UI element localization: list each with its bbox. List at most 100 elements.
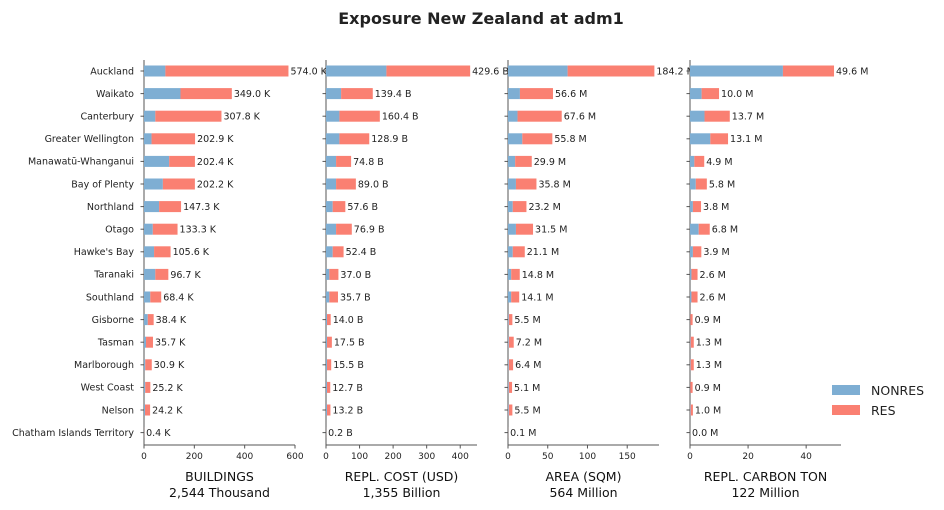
region-label: Otago: [105, 225, 134, 236]
region-label: Waikato: [96, 89, 134, 100]
bar-res: [710, 133, 729, 145]
bar-value-label: 31.5 M: [535, 225, 567, 236]
bar-value-label: 184.2 M: [656, 66, 694, 77]
bar-nonres: [690, 178, 696, 190]
x-tick-label: 100: [579, 452, 596, 462]
x-tick-label: 400: [452, 452, 469, 462]
bar-value-label: 1.0 M: [695, 405, 721, 416]
bar-nonres: [508, 65, 568, 77]
bar-value-label: 10.0 M: [721, 89, 753, 100]
legend-swatch-nonres: [832, 385, 860, 395]
bar-value-label: 202.4 K: [197, 157, 234, 168]
bar-res: [508, 314, 513, 326]
bar-res: [695, 178, 707, 190]
bar-value-label: 74.8 B: [353, 157, 384, 168]
bar-res: [150, 291, 162, 303]
bar-res: [336, 178, 356, 190]
bar-res: [329, 291, 338, 303]
bar-nonres: [144, 291, 151, 303]
bar-value-label: 56.6 M: [555, 89, 587, 100]
bar-nonres: [144, 268, 156, 280]
bar-value-label: 14.0 B: [333, 315, 364, 326]
bar-nonres: [326, 133, 340, 145]
bar-nonres: [144, 336, 147, 348]
bar-nonres: [326, 314, 328, 326]
panel-1: 0 200 400 600 574.0 K 349.0 K 307.8 K 202.9 K 20…: [140, 60, 328, 500]
bar-res: [386, 65, 471, 77]
bar-nonres: [144, 314, 148, 326]
bar-res: [690, 336, 694, 348]
bar-value-label: 12.7 B: [332, 383, 363, 394]
bar-nonres: [690, 268, 692, 280]
bar-value-label: 29.9 M: [534, 157, 566, 168]
bar-nonres: [326, 201, 333, 213]
bar-res: [154, 246, 171, 258]
bar-value-label: 3.8 M: [703, 202, 729, 213]
bar-nonres: [508, 268, 512, 280]
region-label: Greater Wellington: [45, 134, 134, 145]
bar-value-label: 96.7 K: [170, 270, 201, 281]
bar-res: [327, 336, 332, 348]
bar-res: [515, 178, 537, 190]
bar-value-label: 1.3 M: [696, 360, 722, 371]
bar-nonres: [326, 404, 328, 416]
bar-value-label: 5.5 M: [514, 315, 540, 326]
x-axis-title: REPL. COST (USD): [345, 469, 459, 484]
bar-res: [152, 223, 178, 235]
region-label: Manawatū-Whanganui: [28, 157, 134, 168]
bar-nonres: [690, 110, 705, 122]
bar-value-label: 2.6 M: [700, 270, 726, 281]
region-label: Auckland: [90, 66, 134, 77]
bar-res: [511, 291, 520, 303]
bar-value-label: 30.9 K: [154, 360, 185, 371]
bar-nonres: [508, 178, 516, 190]
bar-res: [327, 359, 332, 371]
region-label: Hawke's Bay: [74, 247, 135, 258]
bar-value-label: 35.7 B: [340, 292, 371, 303]
bar-nonres: [326, 65, 387, 77]
bar-value-label: 0.9 M: [695, 315, 721, 326]
bar-value-label: 76.9 B: [354, 225, 385, 236]
bar-nonres: [508, 155, 516, 167]
bar-value-label: 5.1 M: [514, 383, 540, 394]
bar-res: [519, 88, 553, 100]
bar-value-label: 133.3 K: [180, 225, 217, 236]
bar-res: [508, 404, 513, 416]
region-label: Southland: [86, 292, 134, 303]
panel-total: 1,355 Billion: [363, 485, 441, 500]
bar-nonres: [326, 359, 328, 371]
bar-nonres: [508, 201, 513, 213]
bar-res: [159, 201, 182, 213]
bar-res: [692, 201, 702, 213]
bar-res: [782, 65, 835, 77]
bar-nonres: [690, 404, 691, 416]
bar-nonres: [508, 381, 509, 393]
region-label: Tasman: [97, 338, 134, 349]
bar-nonres: [144, 201, 160, 213]
bar-nonres: [690, 155, 695, 167]
bar-value-label: 35.7 K: [155, 338, 186, 349]
bar-res: [512, 246, 525, 258]
bar-nonres: [326, 291, 330, 303]
bar-res: [701, 88, 720, 100]
region-label: Canterbury: [80, 112, 134, 123]
x-tick-label: 0: [505, 452, 511, 462]
x-tick-label: 200: [385, 452, 402, 462]
x-axis-title: BUILDINGS: [185, 469, 254, 484]
bar-value-label: 0.2 B: [328, 428, 353, 439]
legend: NONRES RES: [832, 383, 924, 418]
bar-res: [517, 110, 562, 122]
legend-label-res: RES: [871, 403, 896, 418]
bar-res: [145, 359, 152, 371]
bar-nonres: [144, 381, 146, 393]
bar-value-label: 0.4 K: [146, 428, 171, 439]
bar-value-label: 105.6 K: [173, 247, 210, 258]
bar-res: [515, 155, 532, 167]
bar-nonres: [508, 110, 518, 122]
bar-nonres: [508, 291, 512, 303]
bar-res: [155, 110, 222, 122]
bar-value-label: 67.6 M: [564, 112, 596, 123]
bar-nonres: [508, 133, 523, 145]
bar-nonres: [690, 336, 691, 348]
bar-value-label: 202.2 K: [197, 179, 234, 190]
